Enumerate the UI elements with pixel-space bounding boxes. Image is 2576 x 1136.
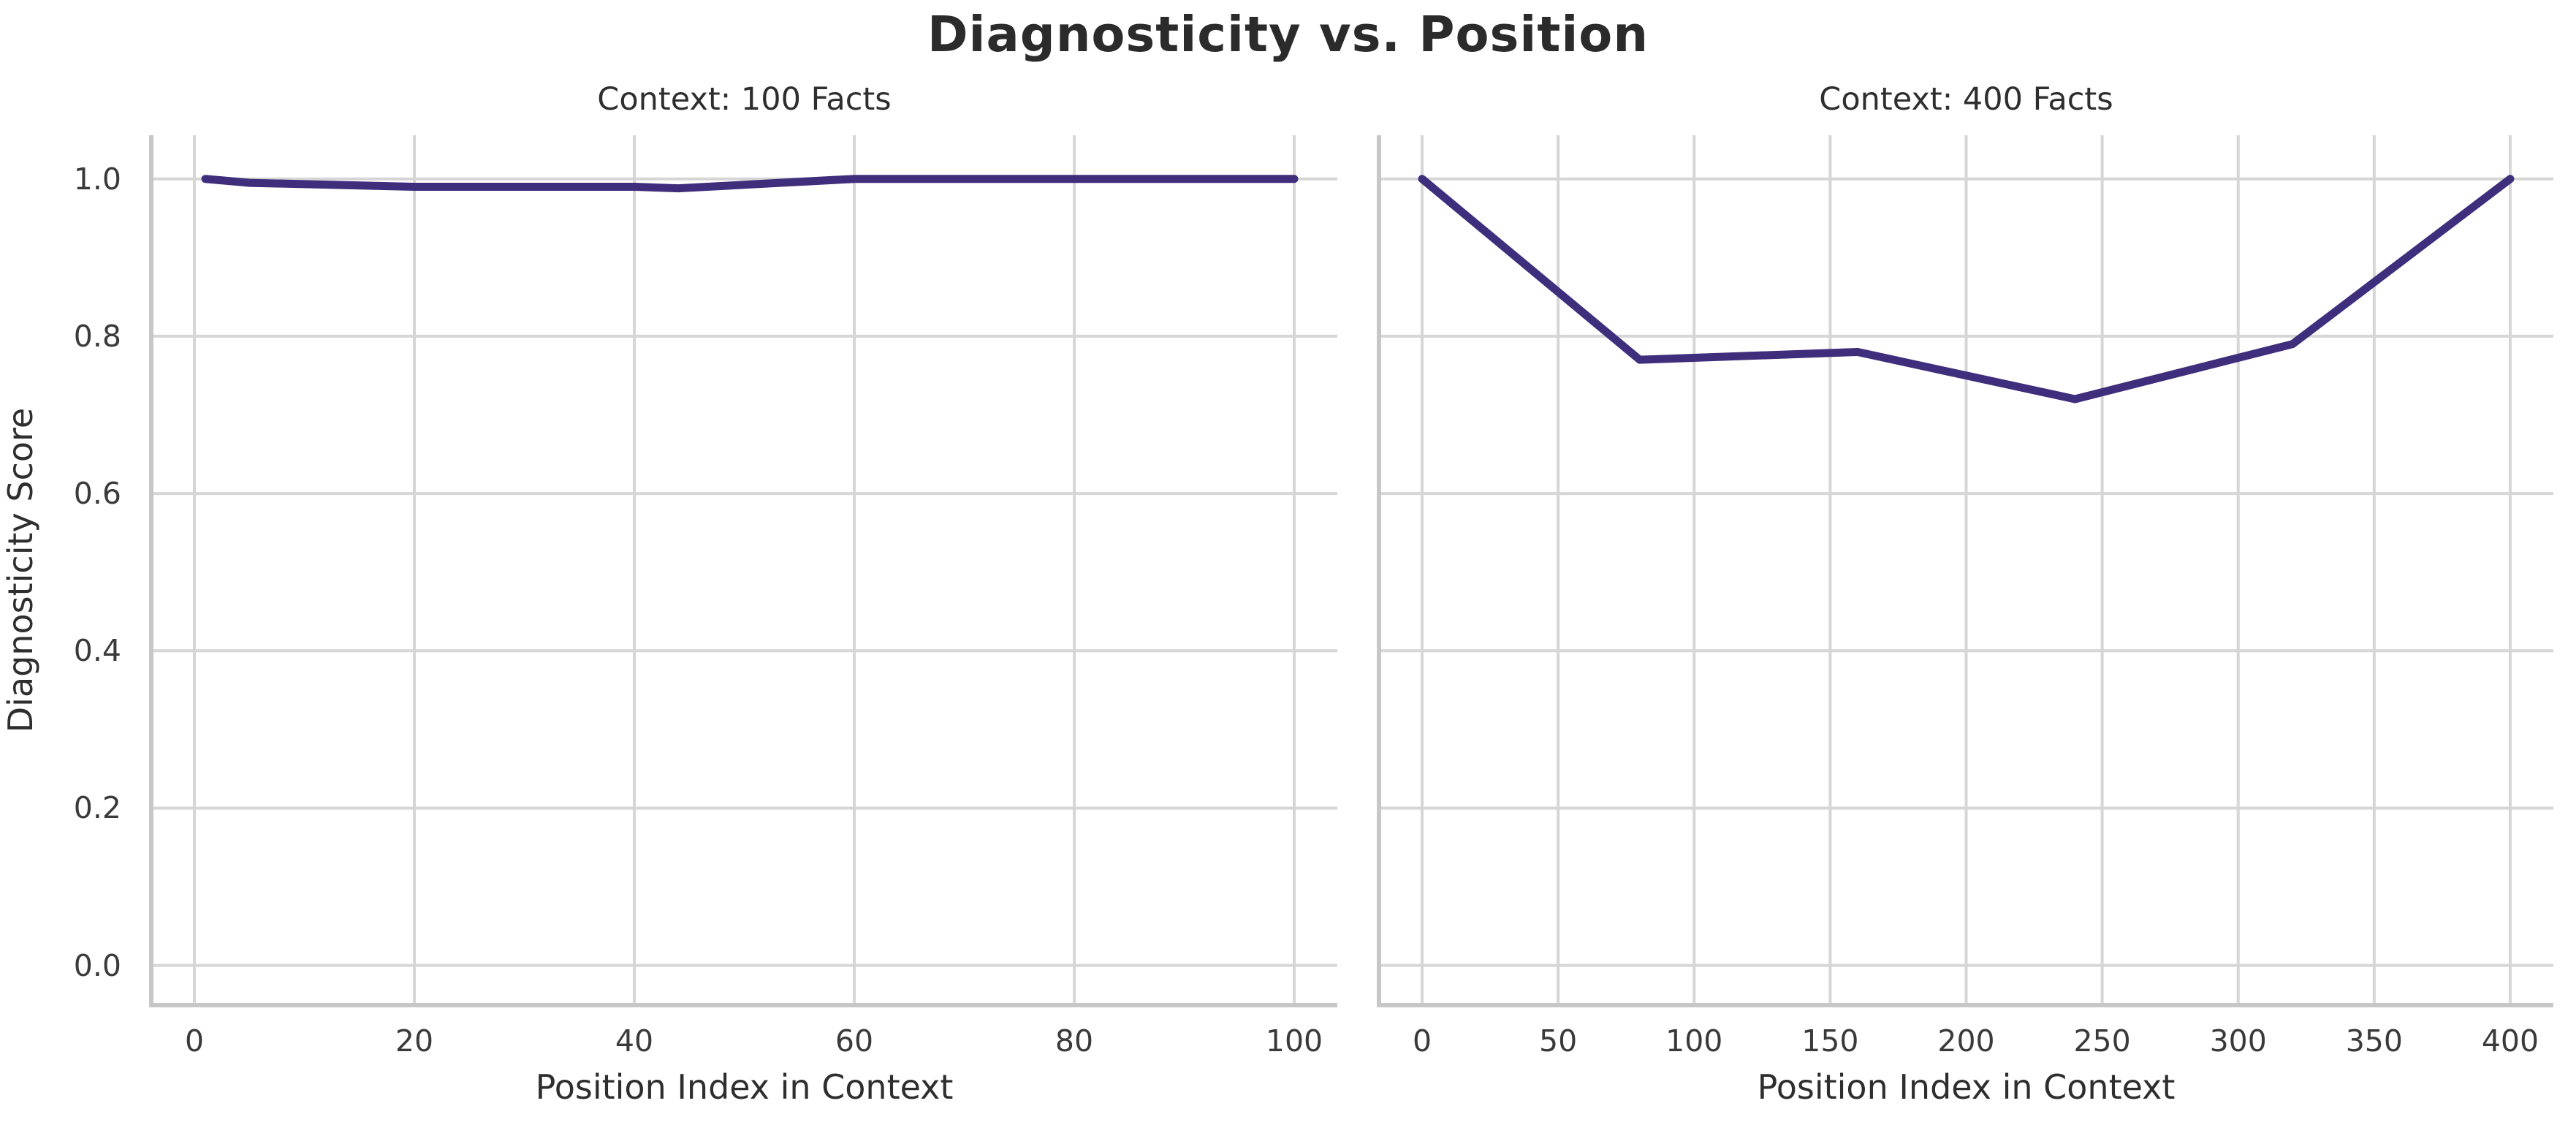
y-tick-label: 0.4 — [73, 633, 121, 669]
y-axis-label: Diagnosticity Score — [1, 407, 40, 733]
x-tick-label: 200 — [1937, 1023, 1995, 1059]
x-tick-label: 350 — [2345, 1023, 2403, 1059]
plot-area-context-400 — [1377, 135, 2553, 1007]
x-tick-label: 250 — [2073, 1023, 2131, 1059]
x-tick-label: 100 — [1265, 1023, 1323, 1059]
x-tick-label: 400 — [2481, 1023, 2539, 1059]
x-tick-label: 0 — [184, 1023, 205, 1059]
x-tick-label: 50 — [1539, 1023, 1578, 1059]
x-axis-label: Position Index in Context — [1757, 1067, 2176, 1107]
plot-area-context-100 — [149, 135, 1337, 1007]
x-tick-label: 0 — [1412, 1023, 1432, 1059]
x-tick-label: 60 — [835, 1023, 874, 1059]
subplot-title: Context: 400 Facts — [1819, 81, 2113, 118]
y-tick-label: 1.0 — [73, 161, 121, 197]
y-tick-label: 0.6 — [73, 476, 121, 512]
x-tick-label: 100 — [1665, 1023, 1723, 1059]
y-tick-label: 0.2 — [73, 790, 121, 826]
x-tick-label: 150 — [1801, 1023, 1859, 1059]
x-tick-label: 40 — [615, 1023, 654, 1059]
y-tick-label: 0.0 — [73, 947, 121, 983]
figure-title: Diagnosticity vs. Position — [927, 6, 1649, 63]
subplot-title: Context: 100 Facts — [597, 81, 892, 118]
x-tick-label: 300 — [2209, 1023, 2267, 1059]
diagnosticity-line — [201, 175, 1299, 193]
diagnosticity-line — [1418, 175, 2515, 404]
x-tick-label: 20 — [395, 1023, 434, 1059]
y-tick-label: 0.8 — [73, 318, 121, 354]
x-axis-label: Position Index in Context — [535, 1067, 954, 1107]
x-tick-label: 80 — [1055, 1023, 1094, 1059]
